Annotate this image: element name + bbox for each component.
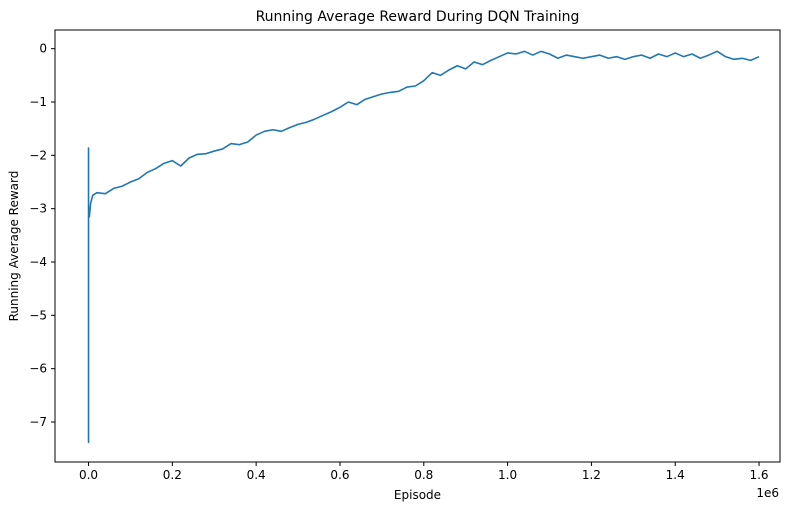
y-axis-ticks: 0 −1 −2 −3 −4 −5 −6 −7 [29,42,55,429]
y-tick-label: −3 [29,202,47,216]
x-tick-label: 0.4 [247,468,266,482]
x-tick-label: 0.0 [79,468,98,482]
x-tick-label: 1.2 [582,468,601,482]
x-tick-label: 0.8 [414,468,433,482]
y-tick-label: −2 [29,148,47,162]
y-tick-label: −6 [29,362,47,376]
x-tick-label: 1.6 [749,468,768,482]
x-tick-label: 1.0 [498,468,517,482]
y-tick-label: 0 [39,42,47,56]
x-axis-ticks: 0.0 0.2 0.4 0.6 0.8 1.0 1.2 1.4 1.6 [79,462,769,482]
x-axis-scale-label: 1e6 [756,486,779,500]
reward-line [87,50,760,444]
x-tick-label: 0.6 [330,468,349,482]
plot-area [54,29,781,463]
x-axis-label: Episode [394,488,441,502]
y-tick-label: −1 [29,95,47,109]
x-tick-label: 0.2 [163,468,182,482]
y-tick-label: −5 [29,308,47,322]
x-tick-label: 1.4 [666,468,685,482]
chart-title: Running Average Reward During DQN Traini… [256,9,580,25]
y-tick-label: −4 [29,255,47,269]
y-tick-label: −7 [29,415,47,429]
y-axis-label: Running Average Reward [7,171,21,322]
